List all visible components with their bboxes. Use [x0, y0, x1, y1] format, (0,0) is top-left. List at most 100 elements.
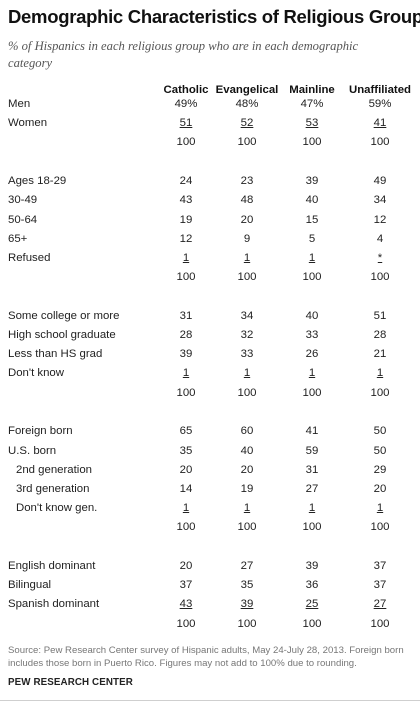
data-cell: 41 — [305, 425, 319, 438]
row-label: Ages 18-29 — [8, 175, 67, 188]
data-cell: 12 — [373, 213, 387, 226]
data-cell: 32 — [240, 329, 254, 341]
total-cell: 100 — [237, 271, 257, 284]
data-cell: 1 — [308, 367, 316, 380]
total-cell: 100 — [176, 521, 196, 534]
data-cell: 1 — [243, 367, 251, 380]
data-cell: 5 — [308, 232, 316, 245]
data-cell: 40 — [305, 309, 319, 322]
data-cell: 20 — [373, 482, 387, 495]
row-label: Don't know gen. — [16, 502, 98, 515]
chart-subtitle: % of Hispanics in each religious group w… — [8, 39, 359, 70]
data-cell: 1 — [182, 251, 190, 264]
data-cell: 52 — [240, 117, 254, 130]
row-label: 2nd generation — [16, 463, 93, 476]
bottom-divider — [0, 700, 420, 701]
data-cell: 20 — [179, 560, 193, 572]
data-cell: 1 — [308, 502, 316, 515]
data-cell: 19 — [179, 213, 193, 226]
row-label: Foreign born — [8, 425, 73, 438]
data-cell: 1 — [376, 502, 384, 515]
total-cell: 100 — [302, 136, 322, 149]
data-cell: 21 — [373, 348, 387, 361]
data-cell: 31 — [305, 463, 319, 476]
total-cell: 100 — [302, 271, 322, 284]
data-cell: 29 — [373, 463, 387, 476]
data-cell: 34 — [373, 194, 387, 207]
data-cell: 27 — [373, 598, 387, 611]
total-cell: 100 — [237, 521, 257, 534]
total-cell: 100 — [176, 386, 196, 399]
total-cell: 100 — [237, 136, 257, 149]
data-cell: 34 — [240, 309, 254, 322]
total-cell: 100 — [370, 271, 390, 284]
data-cell: 51 — [373, 309, 387, 322]
row-label: Less than HS grad — [8, 348, 103, 361]
row-label: Refused — [8, 251, 51, 264]
data-cell: 19 — [240, 482, 254, 495]
data-cell: 33 — [305, 329, 319, 341]
data-cell: 12 — [179, 232, 193, 245]
column-header: Mainline — [289, 84, 335, 96]
row-label: Women — [8, 117, 48, 130]
data-cell: 24 — [179, 175, 193, 188]
data-cell: 1 — [243, 502, 251, 515]
data-cell: 25 — [305, 598, 319, 611]
chart-title: Demographic Characteristics of Religious… — [8, 6, 420, 27]
row-label: Bilingual — [8, 579, 52, 592]
total-cell: 100 — [302, 521, 322, 534]
data-cell: 39 — [240, 598, 254, 611]
data-cell: 59 — [305, 444, 319, 457]
row-label: Men — [8, 98, 31, 110]
data-cell: 37 — [179, 579, 193, 592]
total-cell: 100 — [176, 271, 196, 284]
row-label: English dominant — [8, 560, 96, 572]
data-cell: 15 — [305, 213, 319, 226]
row-label: 3rd generation — [16, 482, 90, 495]
total-cell: 100 — [237, 617, 257, 630]
data-cell: 4 — [376, 232, 384, 245]
credit-line: PEW RESEARCH CENTER — [8, 677, 133, 688]
row-label: High school graduate — [8, 329, 116, 341]
total-cell: 100 — [176, 617, 196, 630]
data-cell: 43 — [179, 194, 193, 207]
total-cell: 100 — [370, 386, 390, 399]
data-cell: 14 — [179, 482, 193, 495]
data-cell: 36 — [305, 579, 319, 592]
row-label: 30-49 — [8, 194, 38, 207]
data-cell: 20 — [240, 463, 254, 476]
total-cell: 100 — [370, 136, 390, 149]
data-cell: 47% — [300, 98, 324, 110]
data-cell: 51 — [179, 117, 193, 130]
total-cell: 100 — [237, 386, 257, 399]
source-note: Source: Pew Research Center survey of Hi… — [8, 645, 404, 669]
row-label: 50-64 — [8, 213, 38, 226]
data-cell: 27 — [305, 482, 319, 495]
data-cell: 40 — [240, 444, 254, 457]
data-cell: 28 — [179, 329, 193, 341]
data-cell: 48 — [240, 194, 254, 207]
total-cell: 100 — [302, 617, 322, 630]
data-cell: 49 — [373, 175, 387, 188]
row-label: Some college or more — [8, 309, 120, 322]
data-cell: 1 — [182, 502, 190, 515]
column-header: Evangelical — [215, 84, 279, 96]
total-cell: 100 — [176, 136, 196, 149]
data-cell: 37 — [373, 560, 387, 572]
total-cell: 100 — [370, 521, 390, 534]
data-cell: 50 — [373, 444, 387, 457]
data-cell: 20 — [240, 213, 254, 226]
data-cell: 48% — [235, 98, 259, 110]
total-cell: 100 — [370, 617, 390, 630]
data-cell: 53 — [305, 117, 319, 130]
data-cell: 50 — [373, 425, 387, 438]
data-cell: 26 — [305, 348, 319, 361]
data-cell: 23 — [240, 175, 254, 188]
data-cell: 1 — [182, 367, 190, 380]
data-cell: 35 — [240, 579, 254, 592]
data-cell: 28 — [373, 329, 387, 341]
data-cell: 49% — [174, 98, 198, 110]
data-cell: 65 — [179, 425, 193, 438]
data-cell: 43 — [179, 598, 193, 611]
data-cell: 39 — [305, 175, 319, 188]
